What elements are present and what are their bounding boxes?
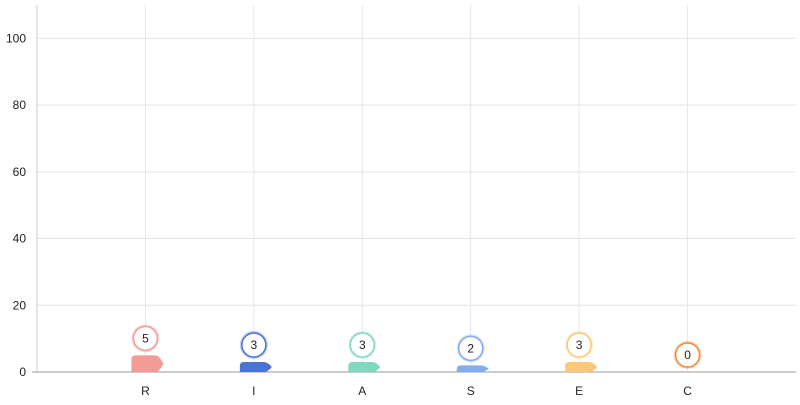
grid-lines [37,5,796,372]
data-label-bubble [241,332,267,358]
bar [456,365,489,372]
x-tick-label: R [141,384,150,398]
y-tick-label: 40 [13,232,27,246]
x-tick-label: A [358,384,366,398]
bar [131,355,164,372]
bar [565,361,598,372]
data-label-bubble [457,335,484,362]
data-label: 3 [251,338,258,352]
data-label: 0 [684,348,691,362]
x-tick-label: C [683,384,692,398]
data-label-bubble [132,325,159,352]
x-tick-label: S [467,384,475,398]
y-tick-label: 0 [19,365,26,379]
bars [131,355,598,372]
data-labels: 5 3 3 2 3 0 [131,324,702,369]
data-label: 3 [359,338,366,352]
data-label-bubble [349,332,376,358]
data-label-bubble [674,342,701,368]
y-tick-label: 80 [13,98,27,112]
y-tick-label: 100 [6,31,26,45]
bar [348,361,381,372]
x-tick-label: I [252,384,255,398]
bar [239,361,272,372]
data-label: 3 [576,338,583,352]
data-label: 5 [142,331,149,345]
data-label: 2 [467,341,474,355]
y-tick-label: 60 [13,165,27,179]
y-tick-label: 20 [13,298,27,312]
x-tick-label: E [575,384,583,398]
data-label-bubble [566,332,592,358]
